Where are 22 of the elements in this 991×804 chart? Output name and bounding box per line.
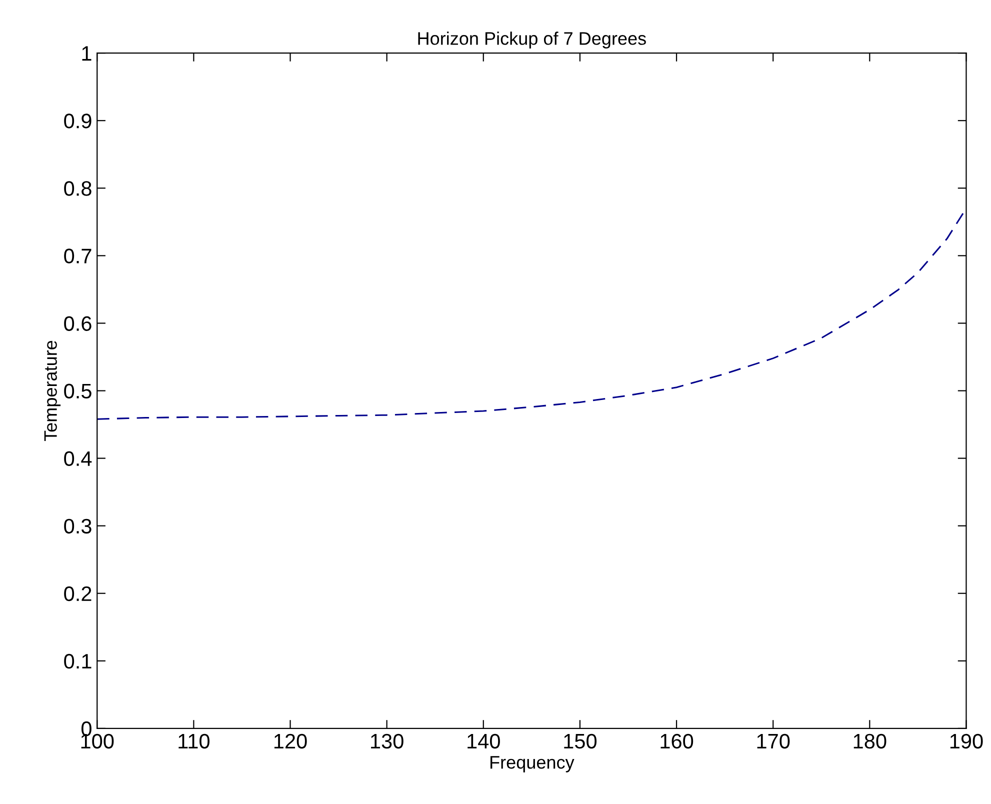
y-tick-label: 1 — [82, 46, 92, 61]
x-tick-label: 180 — [854, 734, 886, 749]
x-tick-label: 150 — [564, 734, 597, 749]
y-tick-label: 0.6 — [64, 316, 92, 331]
x-axis-title: Frequency — [490, 756, 574, 772]
y-tick-label: 0.8 — [64, 181, 92, 196]
x-tick-label: 140 — [468, 734, 500, 749]
x-tick-label: 170 — [757, 734, 790, 749]
y-tick-label: 0.5 — [64, 384, 92, 398]
x-tick-label: 190 — [950, 734, 983, 749]
y-axis-title: Temperature — [44, 340, 61, 442]
y-tick-label: 0.1 — [64, 654, 92, 669]
x-tick-label: 160 — [660, 734, 694, 749]
x-tick-label: 130 — [371, 734, 404, 749]
y-tick-label: 0.9 — [64, 114, 92, 128]
y-tick-label: 0.2 — [64, 586, 92, 602]
chart-title: Horizon Pickup of 7 Degrees — [418, 32, 646, 48]
x-tick-label: 110 — [178, 734, 210, 749]
x-tick-label: 120 — [274, 734, 307, 749]
y-tick-label: 0.3 — [64, 518, 92, 534]
y-tick-label: 0.7 — [64, 248, 92, 264]
y-tick-label: 0.4 — [64, 451, 92, 466]
